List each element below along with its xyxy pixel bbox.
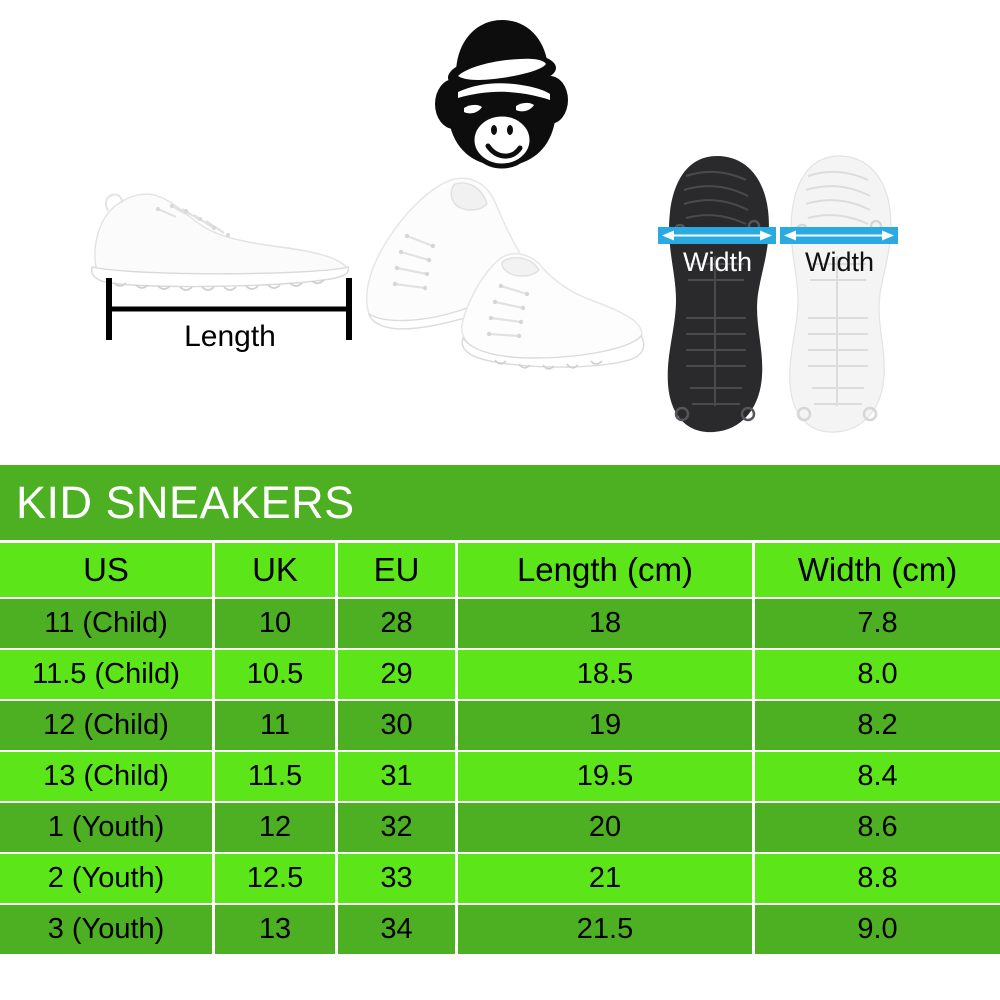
cell-eu: 29: [338, 650, 458, 701]
cell-length: 19: [458, 701, 755, 752]
cell-uk: 12: [215, 803, 338, 854]
light-sole-group: Width: [780, 152, 898, 437]
cell-width: 8.4: [755, 752, 1000, 803]
cell-length: 21.5: [458, 905, 755, 956]
cell-us: 3 (Youth): [0, 905, 215, 956]
width-label-light: Width: [804, 247, 875, 277]
cell-us: 1 (Youth): [0, 803, 215, 854]
cell-width: 7.8: [755, 599, 1000, 650]
cell-eu: 28: [338, 599, 458, 650]
column-header-uk: UK: [215, 543, 338, 599]
cell-length: 19.5: [458, 752, 755, 803]
cell-width: 8.0: [755, 650, 1000, 701]
cell-us: 12 (Child): [0, 701, 215, 752]
table-row: 11 (Child) 10 28 18 7.8: [0, 599, 1000, 650]
cell-uk: 12.5: [215, 854, 338, 905]
sneakers-pair-image: [355, 160, 655, 390]
cell-width: 8.8: [755, 854, 1000, 905]
table-row: 1 (Youth) 12 32 20 8.6: [0, 803, 1000, 854]
table-row: 11.5 (Child) 10.5 29 18.5 8.0: [0, 650, 1000, 701]
cell-eu: 34: [338, 905, 458, 956]
cell-eu: 33: [338, 854, 458, 905]
cell-uk: 10.5: [215, 650, 338, 701]
dark-sole-group: Width: [658, 152, 776, 437]
width-arrow-light: [780, 227, 898, 244]
chart-title-banner: KID SNEAKERS: [0, 465, 1000, 540]
cell-uk: 10: [215, 599, 338, 650]
cell-width: 8.6: [755, 803, 1000, 854]
table-row: 13 (Child) 11.5 31 19.5 8.4: [0, 752, 1000, 803]
length-measure-bracket: [105, 278, 353, 340]
column-header-width: Width (cm): [755, 543, 1000, 599]
cell-uk: 13: [215, 905, 338, 956]
table-row: 3 (Youth) 13 34 21.5 9.0: [0, 905, 1000, 956]
cell-eu: 30: [338, 701, 458, 752]
cell-width: 8.2: [755, 701, 1000, 752]
monkey-bowler-hat-sunglasses-logo: [432, 12, 572, 172]
cell-length: 18: [458, 599, 755, 650]
table-row: 12 (Child) 11 30 19 8.2: [0, 701, 1000, 752]
cell-eu: 31: [338, 752, 458, 803]
illustration-area: Length: [0, 0, 1000, 465]
length-label: Length: [184, 320, 276, 353]
cell-eu: 32: [338, 803, 458, 854]
page-title: KID SNEAKERS: [16, 477, 355, 528]
cell-width: 9.0: [755, 905, 1000, 956]
column-header-length: Length (cm): [458, 543, 755, 599]
cell-length: 18.5: [458, 650, 755, 701]
table-row: 2 (Youth) 12.5 33 21 8.8: [0, 854, 1000, 905]
table-header-row: US UK EU Length (cm) Width (cm): [0, 543, 1000, 599]
length-diagram: Length: [80, 175, 380, 390]
column-header-eu: EU: [338, 543, 458, 599]
cell-us: 13 (Child): [0, 752, 215, 803]
cell-length: 20: [458, 803, 755, 854]
cell-length: 21: [458, 854, 755, 905]
width-label-dark: Width: [682, 247, 753, 277]
cell-us: 2 (Youth): [0, 854, 215, 905]
sneaker-side-view-image: [80, 175, 360, 300]
cell-uk: 11.5: [215, 752, 338, 803]
width-arrow-dark: [658, 227, 776, 244]
cell-us: 11 (Child): [0, 599, 215, 650]
width-diagram: Width: [658, 152, 905, 437]
cell-us: 11.5 (Child): [0, 650, 215, 701]
column-header-us: US: [0, 543, 215, 599]
size-chart-table: US UK EU Length (cm) Width (cm) 11 (Chil…: [0, 543, 1000, 956]
cell-uk: 11: [215, 701, 338, 752]
